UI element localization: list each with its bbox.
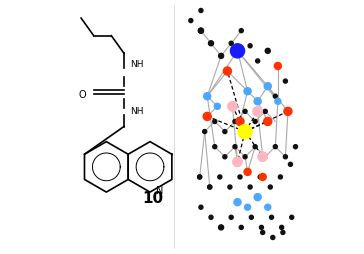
Circle shape [243, 110, 247, 114]
Circle shape [198, 29, 203, 34]
Circle shape [258, 175, 262, 179]
Circle shape [238, 175, 242, 179]
Circle shape [258, 153, 267, 162]
Circle shape [199, 205, 203, 209]
Circle shape [249, 215, 253, 219]
Circle shape [233, 158, 242, 167]
Circle shape [254, 194, 261, 201]
Circle shape [243, 155, 247, 159]
Circle shape [198, 29, 203, 34]
Circle shape [273, 145, 277, 149]
Circle shape [199, 9, 203, 13]
Circle shape [213, 120, 217, 124]
Circle shape [265, 49, 270, 54]
Circle shape [288, 163, 292, 167]
Circle shape [213, 145, 217, 149]
Text: 10: 10 [142, 190, 163, 205]
Circle shape [276, 65, 280, 69]
Circle shape [248, 185, 252, 189]
Circle shape [260, 226, 264, 230]
Text: N: N [157, 185, 164, 195]
Circle shape [204, 93, 211, 100]
Circle shape [245, 204, 250, 210]
Circle shape [233, 158, 242, 167]
Circle shape [233, 120, 237, 124]
Circle shape [236, 118, 244, 126]
Circle shape [253, 145, 257, 149]
Circle shape [214, 104, 220, 110]
Circle shape [218, 225, 223, 230]
Circle shape [244, 169, 251, 176]
Circle shape [258, 153, 267, 162]
Circle shape [248, 45, 252, 49]
Circle shape [259, 174, 266, 181]
Circle shape [234, 199, 241, 206]
Circle shape [284, 155, 288, 159]
Circle shape [229, 42, 233, 46]
Circle shape [271, 235, 275, 240]
Circle shape [223, 68, 232, 76]
Circle shape [265, 204, 271, 210]
Circle shape [253, 107, 262, 116]
Circle shape [208, 185, 212, 189]
Circle shape [223, 130, 227, 134]
Circle shape [244, 88, 251, 95]
Circle shape [203, 113, 211, 121]
Text: NH: NH [130, 106, 144, 115]
Circle shape [228, 102, 237, 112]
Circle shape [263, 110, 267, 114]
Circle shape [275, 99, 281, 105]
Circle shape [208, 185, 212, 189]
Circle shape [284, 80, 288, 84]
Circle shape [209, 215, 213, 219]
Circle shape [230, 45, 245, 59]
Text: O: O [79, 89, 86, 99]
Circle shape [218, 54, 223, 59]
Circle shape [233, 145, 237, 149]
Circle shape [239, 29, 243, 34]
Circle shape [254, 98, 261, 105]
Circle shape [269, 215, 274, 219]
Circle shape [238, 125, 252, 139]
Circle shape [203, 130, 207, 134]
Circle shape [278, 175, 282, 179]
Circle shape [280, 226, 284, 230]
Circle shape [209, 42, 214, 46]
Circle shape [268, 185, 272, 189]
Circle shape [223, 155, 227, 159]
Text: NH: NH [130, 60, 144, 69]
Circle shape [198, 175, 202, 179]
Circle shape [253, 120, 257, 124]
Circle shape [253, 107, 262, 116]
Circle shape [198, 175, 202, 179]
Circle shape [284, 108, 292, 116]
Circle shape [290, 215, 294, 219]
Circle shape [229, 215, 233, 219]
Circle shape [261, 231, 265, 234]
Circle shape [281, 231, 285, 234]
Circle shape [228, 185, 232, 189]
Circle shape [263, 155, 267, 159]
Circle shape [293, 145, 297, 149]
Circle shape [264, 118, 272, 126]
Circle shape [218, 175, 222, 179]
Circle shape [189, 20, 193, 23]
Circle shape [264, 83, 271, 90]
Circle shape [273, 95, 277, 99]
Circle shape [256, 60, 260, 64]
Circle shape [228, 102, 237, 112]
Circle shape [274, 63, 281, 70]
Circle shape [239, 226, 243, 230]
